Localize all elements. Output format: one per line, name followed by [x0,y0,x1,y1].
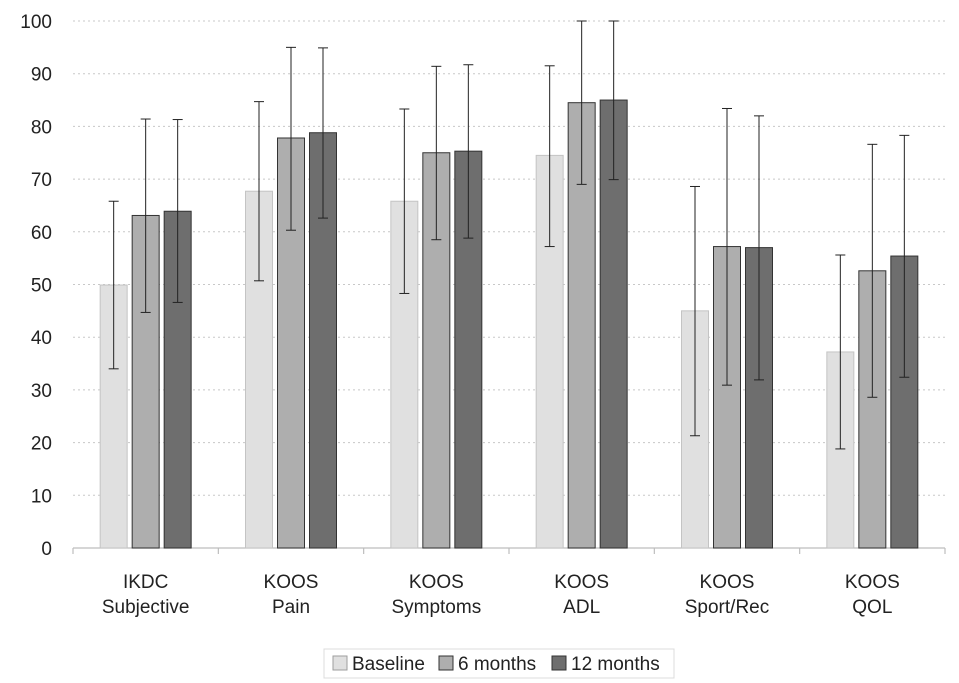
y-tick-label: 0 [41,539,52,560]
y-tick-label: 100 [20,12,52,33]
x-category-label: KOOS Symptoms [391,572,481,618]
legend-swatch-12-months [551,655,567,671]
y-tick-label: 50 [31,276,52,297]
error-bars [108,20,910,450]
axes [72,547,946,554]
x-category-label: KOOS QOL [845,572,900,618]
x-category-label: KOOS Sport/Rec [685,572,769,618]
legend-label: 12 months [571,654,660,675]
legend-label: 6 months [458,654,536,675]
axis-labels: 0 10 20 30 40 50 60 70 80 90 100 IKDC Subjective KOOS… [20,12,899,618]
y-tick-label: 60 [31,223,52,244]
y-tick-label: 40 [31,328,52,349]
y-tick-label: 90 [31,65,52,86]
x-category-label: IKDC Subjective [102,572,190,618]
legend-label: Baseline [352,654,425,675]
legend-box [323,648,675,679]
y-tick-label: 10 [31,486,52,507]
y-tick-label: 70 [31,170,52,191]
legend: Baseline 6 months 12 months [323,648,675,679]
gridlines [73,20,945,496]
legend-swatch-6-months [438,655,454,671]
bars [99,99,919,549]
x-category-label: KOOS ADL [554,572,609,618]
y-tick-label: 20 [31,434,52,455]
x-category-label: KOOS Pain [264,572,319,618]
y-tick-label: 30 [31,381,52,402]
legend-swatch-baseline [332,655,348,671]
y-tick-label: 80 [31,117,52,138]
